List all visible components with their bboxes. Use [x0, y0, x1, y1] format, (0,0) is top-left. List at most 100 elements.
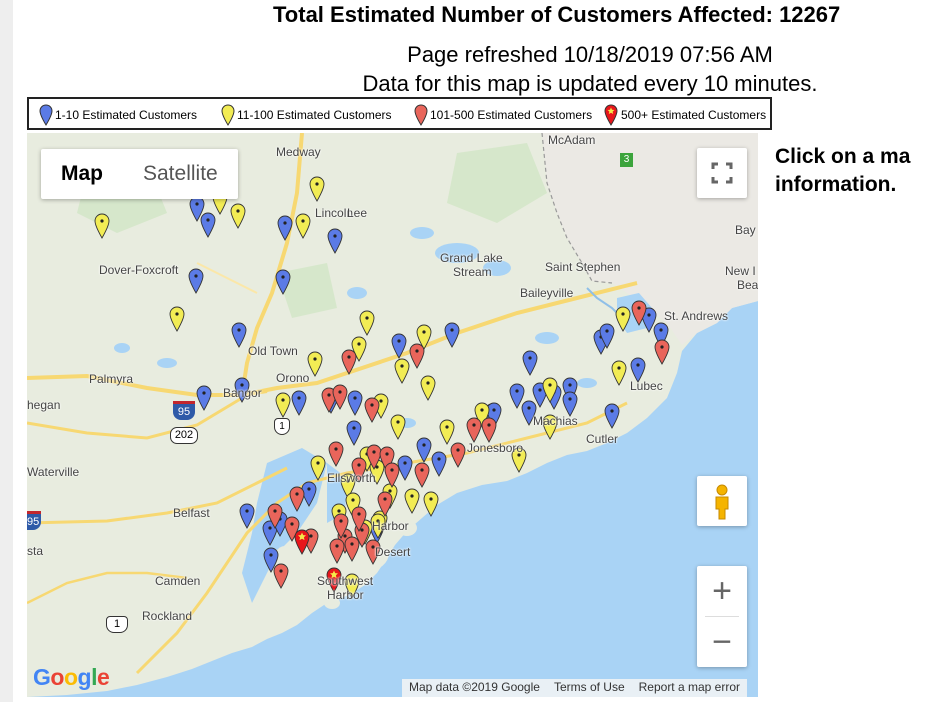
outage-marker-101-500[interactable] [631, 300, 647, 326]
place-label-lee: Lee [347, 206, 368, 220]
pin-icon-red [414, 104, 428, 126]
outage-marker-11-100[interactable] [359, 310, 375, 336]
outage-marker-1-10[interactable] [522, 350, 538, 376]
place-label-lincoln: Lincoln [315, 206, 354, 220]
outage-marker-11-100[interactable] [351, 336, 367, 362]
google-logo[interactable]: Google [33, 664, 110, 690]
map-data-credit[interactable]: Map data ©2019 Google [409, 680, 540, 694]
outage-marker-1-10[interactable] [196, 385, 212, 411]
outage-marker-11-100[interactable] [420, 375, 436, 401]
route-1-shield: 1 [274, 418, 290, 435]
outage-marker-101-500[interactable] [289, 486, 305, 512]
outage-marker-11-100[interactable] [394, 358, 410, 384]
outage-marker-500-plus[interactable] [326, 567, 342, 593]
outage-marker-101-500[interactable] [267, 503, 283, 529]
outage-marker-1-10[interactable] [327, 228, 343, 254]
outage-marker-11-100[interactable] [439, 419, 455, 445]
outage-marker-101-500[interactable] [273, 563, 289, 589]
street-view-pegman-button[interactable] [697, 476, 747, 526]
outage-marker-11-100[interactable] [615, 306, 631, 332]
outage-marker-11-100[interactable] [169, 306, 185, 332]
outage-marker-11-100[interactable] [295, 213, 311, 239]
outage-marker-11-100[interactable] [309, 176, 325, 202]
outage-marker-1-10[interactable] [562, 391, 578, 417]
outage-marker-1-10[interactable] [431, 451, 447, 477]
outage-marker-101-500[interactable] [333, 513, 349, 539]
outage-marker-101-500[interactable] [414, 462, 430, 488]
outage-marker-1-10[interactable] [263, 547, 279, 573]
outage-marker-1-10[interactable] [275, 269, 291, 295]
fullscreen-button[interactable] [697, 148, 747, 198]
place-label-bay: Bay [735, 223, 756, 237]
outage-marker-1-10[interactable] [391, 333, 407, 359]
outage-marker-101-500[interactable] [466, 417, 482, 443]
outage-marker-101-500[interactable] [377, 491, 393, 517]
outage-marker-11-100[interactable] [542, 377, 558, 403]
outage-marker-1-10[interactable] [239, 503, 255, 529]
outage-marker-1-10[interactable] [234, 377, 250, 403]
outage-marker-101-500[interactable] [481, 417, 497, 443]
outage-marker-1-10[interactable] [444, 322, 460, 348]
outage-marker-1-10[interactable] [277, 215, 293, 241]
outage-marker-1-10[interactable] [189, 196, 205, 222]
outage-marker-11-100[interactable] [230, 203, 246, 229]
outage-marker-11-100[interactable] [94, 213, 110, 239]
route-3-shield: 3 [620, 153, 633, 167]
outage-marker-101-500[interactable] [365, 539, 381, 565]
outage-marker-101-500[interactable] [284, 516, 300, 542]
outage-marker-11-100[interactable] [370, 513, 386, 539]
outage-marker-101-500[interactable] [384, 462, 400, 488]
outage-marker-101-500[interactable] [341, 349, 357, 375]
outage-marker-11-100[interactable] [542, 414, 558, 440]
outage-marker-11-100[interactable] [404, 488, 420, 514]
outage-marker-101-500[interactable] [366, 444, 382, 470]
outage-marker-101-500[interactable] [321, 387, 337, 413]
outage-marker-11-100[interactable] [423, 491, 439, 517]
outage-marker-1-10[interactable] [188, 268, 204, 294]
outage-marker-11-100[interactable] [611, 360, 627, 386]
legend-label: 11-100 Estimated Customers [237, 108, 392, 122]
outage-marker-101-500[interactable] [450, 442, 466, 468]
outage-marker-1-10[interactable] [291, 390, 307, 416]
side-instructions: Click on a ma information. [775, 143, 910, 199]
outage-marker-11-100[interactable] [275, 392, 291, 418]
outage-marker-101-500[interactable] [328, 441, 344, 467]
outage-marker-1-10[interactable] [231, 322, 247, 348]
outage-marker-11-100[interactable] [307, 351, 323, 377]
outage-marker-1-10[interactable] [599, 323, 615, 349]
outage-marker-11-100[interactable] [511, 447, 527, 473]
outage-marker-1-10[interactable] [521, 400, 537, 426]
outage-marker-11-100[interactable] [344, 573, 360, 599]
map-type-satellite-button[interactable]: Satellite [143, 162, 218, 185]
zoom-separator [705, 616, 739, 617]
outage-marker-101-500[interactable] [351, 457, 367, 483]
terms-of-use-link[interactable]: Terms of Use [553, 680, 625, 694]
outage-marker-101-500[interactable] [344, 536, 360, 562]
outage-marker-1-10[interactable] [397, 455, 413, 481]
report-map-error-link[interactable]: Report a map error [638, 680, 740, 694]
outage-marker-101-500[interactable] [332, 384, 348, 410]
outage-marker-1-10[interactable] [416, 437, 432, 463]
outage-marker-1-10[interactable] [346, 420, 362, 446]
outage-marker-1-10[interactable] [630, 357, 646, 383]
place-label-orono: Orono [276, 371, 310, 385]
outage-marker-11-100[interactable] [390, 414, 406, 440]
outage-marker-1-10[interactable] [347, 390, 363, 416]
zoom-in-button[interactable]: + [712, 572, 732, 610]
outage-marker-1-10[interactable] [604, 403, 620, 429]
outage-marker-1-10[interactable] [509, 383, 525, 409]
outage-marker-101-500[interactable] [351, 506, 367, 532]
place-label-new: New I [725, 264, 756, 278]
outage-marker-101-500[interactable] [364, 397, 380, 423]
outage-marker-101-500[interactable] [654, 339, 670, 365]
refresh-timestamp: Page refreshed 10/18/2019 07:56 AM [407, 42, 773, 67]
outage-marker-11-100[interactable] [310, 455, 326, 481]
outage-marker-101-500[interactable] [329, 538, 345, 564]
outage-map[interactable]: Medway Lincoln Lee McAdam Dover-Foxcroft… [27, 133, 758, 697]
map-type-map-button[interactable]: Map [61, 162, 103, 185]
outage-marker-101-500[interactable] [409, 343, 425, 369]
zoom-out-button[interactable]: − [712, 623, 732, 661]
outage-marker-500-plus[interactable] [294, 529, 310, 555]
outage-marker-1-10[interactable] [301, 481, 317, 507]
outage-marker-1-10[interactable] [200, 212, 216, 238]
